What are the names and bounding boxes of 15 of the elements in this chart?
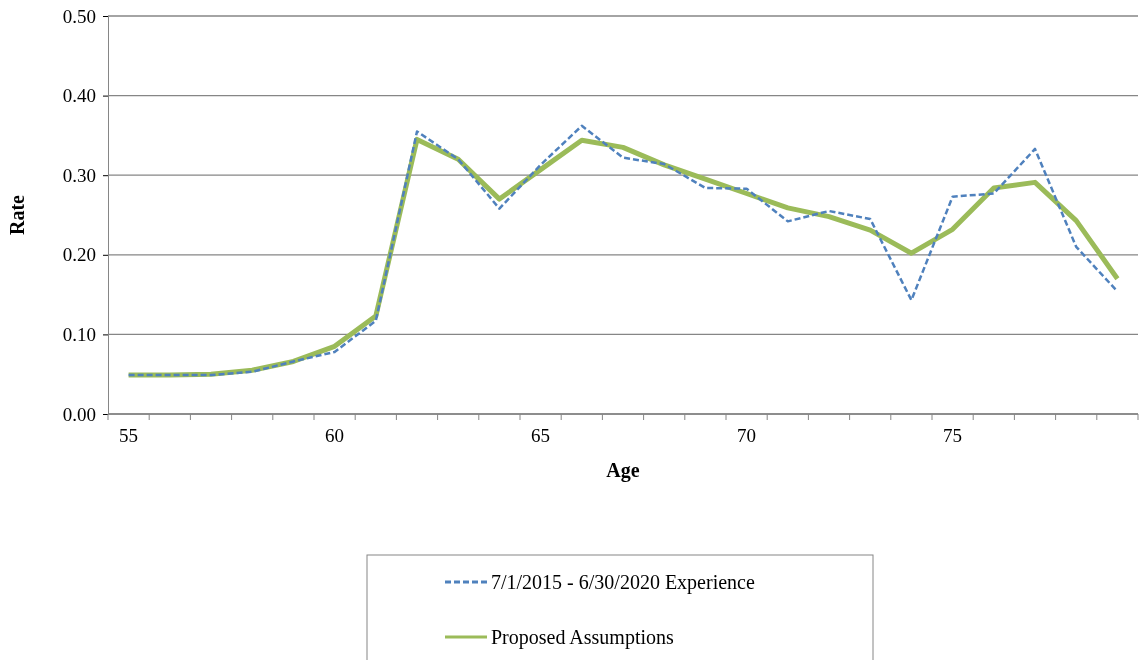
y-tick-label: 0.40 [62,85,96,107]
legend-label: Proposed Assumptions [491,626,675,649]
x-tick-label: 60 [325,425,345,446]
legend-label: 7/1/2015 - 6/30/2020 Experience [491,571,755,594]
x-axis-title: Age [606,459,640,482]
y-tick-label: 0.20 [62,244,96,266]
x-tick-label: 75 [943,425,963,446]
y-tick-label: 0.00 [62,403,96,425]
y-tick-label: 0.50 [62,5,96,27]
x-tick-label: 55 [119,425,139,446]
x-tick-label: 70 [737,425,757,446]
y-tick-label: 0.30 [62,164,96,186]
x-tick-label: 65 [531,425,551,446]
y-tick-label: 0.10 [62,323,96,345]
y-axis-title: Rate [6,194,28,235]
